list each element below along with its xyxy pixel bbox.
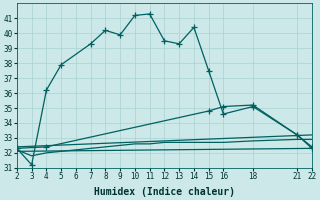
X-axis label: Humidex (Indice chaleur): Humidex (Indice chaleur) (94, 186, 235, 197)
